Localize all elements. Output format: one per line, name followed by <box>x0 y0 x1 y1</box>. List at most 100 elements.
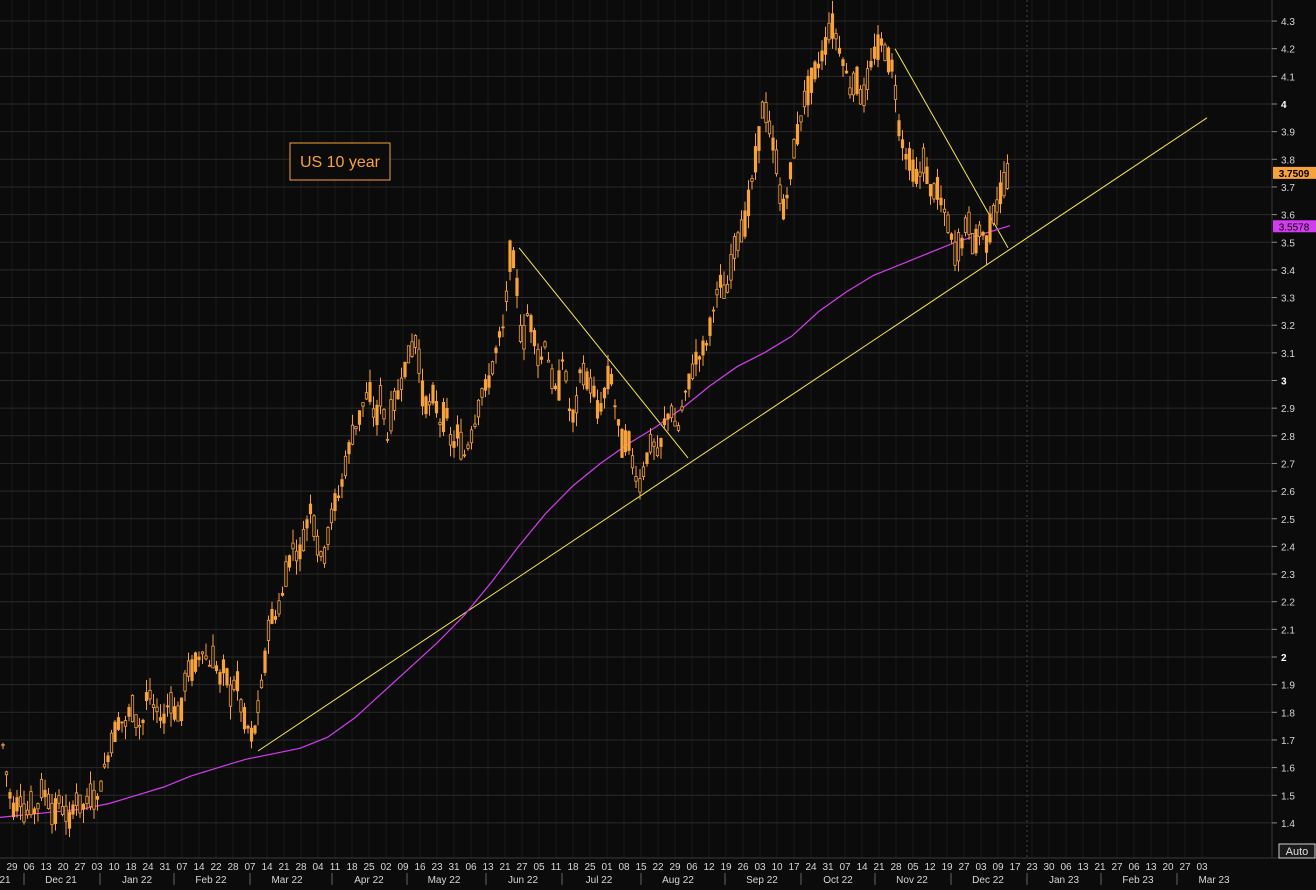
x-day-tick-label: 07 <box>839 862 851 873</box>
candle-body <box>652 441 656 447</box>
candle-body <box>357 410 362 425</box>
candle-body <box>315 535 320 556</box>
candle-body <box>792 139 796 159</box>
candle-body <box>438 422 442 426</box>
x-day-tick-label: 18 <box>125 862 137 873</box>
x-day-tick-label: 01 <box>601 862 613 873</box>
candle-body <box>483 379 488 391</box>
x-day-tick-label: 07 <box>176 862 188 873</box>
x-day-tick-label: 31 <box>822 862 834 873</box>
candle-body <box>848 87 852 96</box>
candle-body <box>984 235 989 253</box>
x-day-tick-label: 10 <box>108 862 120 873</box>
candle-body <box>830 13 835 39</box>
candle-body <box>522 324 526 350</box>
x-day-tick-label: 13 <box>482 862 494 873</box>
x-day-tick-label: 06 <box>1128 862 1140 873</box>
candle-body <box>92 789 96 810</box>
title-border <box>289 142 391 181</box>
auto-scale-button[interactable]: Auto <box>1278 843 1316 859</box>
candle-body <box>193 652 198 672</box>
candle-body <box>553 385 558 390</box>
candle-body <box>228 684 233 707</box>
candle-body <box>134 714 138 729</box>
auto-scale-button-bg[interactable] <box>1278 843 1316 859</box>
x-day-tick-label: 03 <box>975 862 987 873</box>
candle-body <box>750 178 754 182</box>
candle-body <box>169 692 173 714</box>
y-tick-label: 3.8 <box>1281 155 1295 166</box>
candle-body <box>130 694 135 723</box>
time-axis: 29 06 13 20 27 03 10 18 24 31 07 14 22 28 07 14 21 28 04 11… <box>0 862 1230 886</box>
candle-body <box>266 619 271 641</box>
y-tick-label: 2 <box>1281 653 1287 664</box>
x-day-tick-label: 25 <box>584 862 596 873</box>
x-month-tick-label: Feb 23 <box>1122 875 1154 885</box>
x-day-tick-label: 19 <box>941 862 953 873</box>
y-tick-label: 3.5 <box>1281 238 1295 249</box>
candle-body <box>841 59 845 66</box>
candle-body <box>935 176 940 200</box>
candle-body <box>8 792 12 799</box>
candle-body <box>977 224 982 237</box>
candle-body <box>427 401 432 406</box>
candle-body <box>144 692 149 701</box>
candle-body <box>539 356 544 360</box>
x-day-tick-label: 06 <box>686 862 698 873</box>
candle-body <box>301 529 306 552</box>
candle-body <box>364 392 369 400</box>
candle-body <box>634 476 638 482</box>
candle-body <box>851 72 856 96</box>
y-tick-label: 1.9 <box>1281 681 1295 692</box>
candle-body <box>487 375 491 388</box>
candle-body <box>494 347 498 354</box>
x-month-tick-label: Dec 22 <box>972 875 1004 885</box>
candle-body <box>141 719 145 724</box>
candle-body <box>305 519 309 529</box>
x-day-tick-label: 09 <box>992 862 1004 873</box>
candle-body <box>123 720 128 727</box>
candle-body <box>683 390 688 393</box>
candle-body <box>949 233 954 240</box>
x-day-tick-label: 28 <box>890 862 902 873</box>
candle-body <box>690 363 695 380</box>
candle-body <box>942 208 947 213</box>
x-day-tick-label: 03 <box>754 862 766 873</box>
candle-body <box>806 75 810 106</box>
x-day-tick-label: 21 <box>278 862 290 873</box>
x-day-tick-label: 25 <box>363 862 375 873</box>
candle-body <box>711 309 716 312</box>
x-day-tick-label: 31 <box>448 862 460 873</box>
candle-body <box>669 405 674 419</box>
candle-body <box>18 796 23 808</box>
candle-body <box>176 705 180 722</box>
x-day-tick-label: 24 <box>142 862 154 873</box>
candle-body <box>354 426 358 430</box>
candle-body <box>462 454 467 457</box>
auto-scale-label[interactable]: Auto <box>1286 846 1309 858</box>
candle-body <box>981 231 985 236</box>
candle-body <box>127 707 131 717</box>
y-tick-label: 3.2 <box>1281 321 1295 332</box>
candle-body <box>729 254 733 281</box>
candle-body <box>862 84 866 106</box>
candle-body <box>883 44 887 62</box>
candle-body <box>25 809 30 816</box>
last-price-value: 3.7509 <box>1279 169 1310 180</box>
x-day-tick-label: 12 <box>703 862 715 873</box>
x-month-tick-label: Jan 23 <box>1049 875 1079 885</box>
candle-body <box>592 385 596 397</box>
candle-body <box>85 795 89 805</box>
candle-body <box>375 404 379 426</box>
x-day-tick-label: 17 <box>1009 862 1021 873</box>
candle-body <box>529 315 533 333</box>
candle-body <box>225 668 229 686</box>
candle-body <box>802 90 807 108</box>
candle-body <box>455 424 460 439</box>
candle-body <box>666 413 670 420</box>
candle-body <box>918 171 922 177</box>
candle-body <box>197 656 201 661</box>
x-month-tick-label: Apr 22 <box>354 875 384 885</box>
candle-body <box>855 66 859 95</box>
y-tick-label: 4.3 <box>1281 17 1295 28</box>
